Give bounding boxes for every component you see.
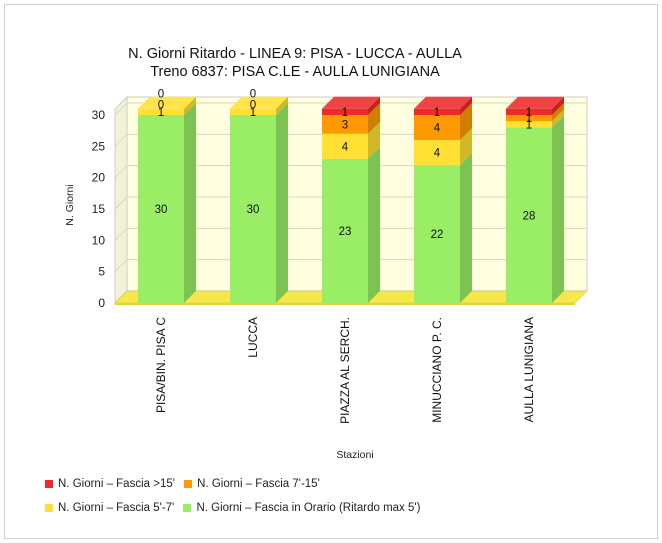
bar-segment-side	[552, 109, 564, 128]
data-label: 4	[434, 123, 441, 135]
bar-segment	[414, 108, 460, 115]
bar-segment-side	[368, 121, 380, 159]
bar-segment	[230, 115, 276, 303]
chart-frame: N. Giorni Ritardo - LINEA 9: PISA - LUCC…	[4, 4, 658, 539]
bar-segment	[322, 158, 368, 303]
data-label: 28	[523, 210, 536, 222]
bar-segment-side	[552, 103, 564, 122]
y-tick-label: 0	[98, 296, 105, 310]
bar-top	[230, 96, 288, 109]
bar-segment-side	[276, 103, 288, 303]
y-tick-label: 20	[92, 171, 106, 185]
data-label: 1	[526, 113, 532, 125]
y-tick-label: 10	[92, 233, 106, 247]
plot-area: 0510152025303010030100234312244128111PIS…	[92, 89, 588, 424]
bar-segment	[414, 140, 460, 166]
bar-segment	[414, 115, 460, 141]
bar-segment	[322, 115, 368, 134]
bar-segment-side	[460, 103, 472, 141]
legend-label: N. Giorni – Fascia 7'-15'	[197, 478, 320, 490]
bar-top	[414, 96, 472, 109]
data-label: 0	[158, 89, 164, 101]
data-label: 1	[526, 107, 532, 119]
x-axis-label: Stazioni	[336, 449, 373, 461]
chart-subtitle: Treno 6837: PISA C.LE - AULLA LUNIGIANA	[150, 64, 440, 80]
legend-row-1: N. Giorni – Fascia >15' N. Giorni – Fasc…	[45, 478, 326, 491]
bar-segment-side	[368, 103, 380, 134]
data-label: 1	[158, 107, 164, 119]
bar-segment	[506, 121, 552, 128]
legend-item: N. Giorni – Fascia >15'	[45, 478, 175, 490]
bar-segment	[414, 165, 460, 303]
x-tick-label: MINUCCIANO P. C.	[430, 317, 444, 423]
bar-segment-side	[552, 115, 564, 304]
data-label: 3	[342, 119, 348, 131]
legend-label: N. Giorni – Fascia >15'	[58, 478, 175, 490]
data-label: 1	[250, 107, 256, 119]
data-label: 0	[250, 100, 256, 112]
data-label: 4	[342, 141, 349, 153]
legend-swatch-green	[183, 504, 192, 512]
bar-segment	[322, 108, 368, 115]
bar-segment-side	[184, 103, 196, 303]
bar-segment	[230, 108, 276, 115]
bar-segment-side	[276, 96, 288, 115]
data-label: 23	[339, 226, 352, 238]
y-tick-label: 25	[92, 139, 106, 153]
bar-segment-side	[460, 153, 472, 303]
bar-segment-side	[368, 96, 380, 115]
legend-label: N. Giorni – Fascia in Orario (Ritardo ma…	[196, 502, 421, 514]
chart-title: N. Giorni Ritardo - LINEA 9: PISA - LUCC…	[128, 46, 462, 62]
legend-item: N. Giorni – Fascia 7'-15'	[184, 478, 320, 490]
x-tick-label: AULLA LUNIGIANA	[522, 317, 536, 422]
bar-segment-side	[460, 96, 472, 115]
data-label: 30	[247, 204, 260, 216]
data-label: 1	[526, 119, 532, 131]
bar-segment	[322, 133, 368, 159]
bar-segment	[138, 108, 184, 115]
legend-item: N. Giorni – Fascia in Orario (Ritardo ma…	[183, 502, 420, 514]
bar-segment	[506, 108, 552, 115]
legend-row-2: N. Giorni – Fascia 5'-7' N. Giorni – Fas…	[45, 502, 426, 515]
bar-segment	[506, 127, 552, 304]
stacked-bar-chart: N. Giorni Ritardo - LINEA 9: PISA - LUCC…	[64, 46, 588, 461]
x-tick-label: PISA/BIN. PISA C	[154, 317, 168, 413]
legend-label: N. Giorni – Fascia 5'-7'	[58, 502, 175, 514]
data-label: 1	[434, 107, 440, 119]
bar-top	[506, 96, 564, 109]
floor-edge	[115, 303, 575, 305]
y-tick-label: 30	[92, 108, 106, 122]
data-label: 1	[342, 107, 348, 119]
bar-top	[322, 96, 380, 109]
bar-segment	[138, 115, 184, 303]
data-label: 0	[158, 100, 164, 112]
legend-swatch-red	[45, 480, 53, 488]
data-label: 30	[155, 204, 168, 216]
side-wall	[114, 95, 128, 305]
bar-segment-side	[552, 96, 564, 115]
legend-swatch-orange	[184, 480, 193, 488]
x-tick-label: PIAZZA AL SERCH.	[338, 317, 352, 424]
legend-swatch-yellow	[45, 504, 53, 512]
legend-item: N. Giorni – Fascia 5'-7'	[45, 502, 174, 514]
data-label: 22	[431, 229, 444, 241]
x-tick-label: LUCCA	[246, 317, 260, 358]
y-tick-label: 5	[98, 265, 105, 279]
bar-segment-side	[368, 146, 380, 303]
y-axis-label: N. Giorni	[64, 184, 76, 225]
data-label: 0	[250, 89, 256, 101]
data-label: 4	[434, 148, 441, 160]
y-tick-label: 15	[92, 202, 106, 216]
bar-segment-side	[460, 128, 472, 166]
bar-top	[138, 96, 196, 109]
bar-segment-side	[184, 96, 196, 115]
bar-segment	[506, 115, 552, 122]
